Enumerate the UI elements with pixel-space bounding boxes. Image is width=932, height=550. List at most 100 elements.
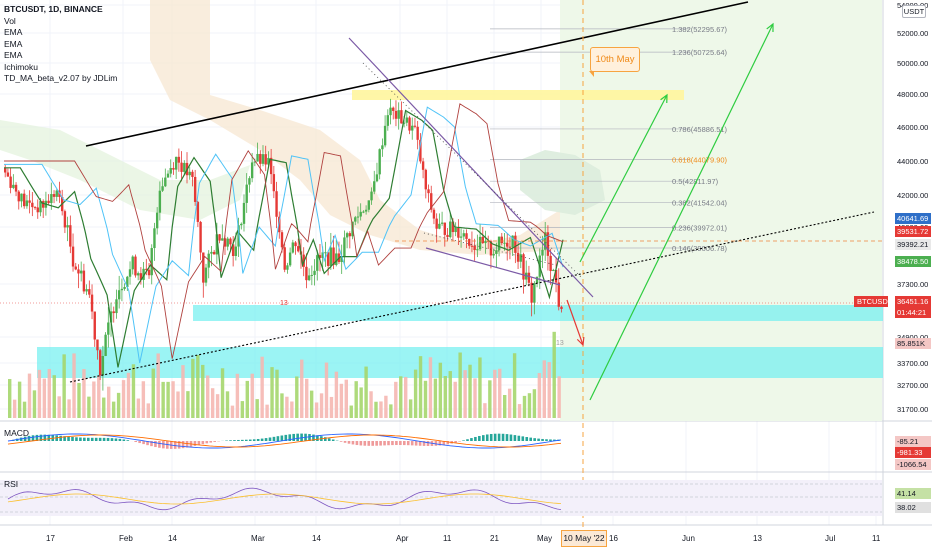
volume-bar [42, 378, 47, 418]
indicator-ema-1[interactable]: EMA [4, 27, 23, 37]
rsi-band [0, 480, 882, 516]
symbol-tag-bg [854, 296, 888, 307]
candle-body [533, 283, 536, 303]
candle-body [554, 269, 558, 283]
macd-histogram-bar [359, 441, 363, 446]
volume-bar [52, 375, 56, 418]
candle-body [223, 238, 227, 247]
volume-bar [448, 371, 452, 418]
indicator-ichimoku[interactable]: Ichimoku [4, 61, 39, 72]
volume-bar [240, 401, 245, 418]
candle-body [449, 221, 452, 238]
macd-histogram-bar [343, 441, 347, 443]
volume-bar [126, 372, 131, 418]
macd-histogram-bar [118, 438, 122, 441]
indicator-td-ma[interactable]: TD_MA_beta_v2.07 by JDLim [4, 73, 118, 83]
candle-body [316, 255, 319, 271]
candle-body [109, 311, 113, 323]
candle-body [329, 247, 333, 266]
candle-body [158, 190, 162, 213]
macd-histogram-bar [300, 433, 303, 441]
resistance-zone [352, 90, 684, 100]
macd-histogram-bar [442, 441, 446, 446]
candle-body [66, 225, 69, 228]
candle-body [212, 251, 216, 255]
volume-bar [210, 388, 215, 418]
volume-bar [275, 369, 279, 418]
price-label-value: 39531.72 [897, 227, 928, 236]
volume-bar [438, 362, 443, 418]
price-axis-tick: 31700.00 [897, 405, 928, 414]
volume-bar [537, 373, 542, 418]
macd-histogram-bar [533, 438, 536, 441]
volume-bar [32, 390, 37, 418]
currency-button[interactable]: USDT [902, 5, 926, 18]
macd-histogram-bar [138, 441, 141, 444]
macd-histogram-bar [39, 434, 43, 441]
rsi-ma-line [7, 493, 562, 505]
macd-histogram-bar [387, 441, 390, 446]
candle-body [153, 228, 156, 249]
macd-histogram-bar [79, 437, 82, 441]
macd-histogram-bar [252, 439, 256, 441]
macd-histogram-bar [193, 441, 197, 446]
macd-histogram-bar [213, 441, 216, 442]
candle-body [465, 233, 468, 239]
macd-pane-label[interactable]: MACD [4, 428, 30, 438]
price-label-value: 40641.69 [897, 214, 928, 223]
volume-bar [458, 352, 462, 418]
volume-bar [181, 365, 185, 418]
candle-body [50, 194, 53, 204]
candle-body [6, 172, 10, 177]
volume-bar [220, 368, 225, 418]
candle-body [307, 275, 311, 281]
symbol-title[interactable]: BTCUSDT, 1D, BINANCE [4, 4, 103, 14]
macd-histogram-bar [288, 434, 292, 441]
candle-body [386, 115, 390, 126]
macd-value: -1066.54 [897, 460, 927, 469]
macd-histogram-bar [35, 434, 39, 441]
rsi-pane-label[interactable]: RSI [4, 479, 19, 489]
callout-10th-may[interactable]: 10th May [590, 47, 640, 72]
macd-histogram-bar [114, 438, 118, 441]
candle-body [174, 156, 178, 170]
candle-body [530, 282, 533, 303]
indicator-ema-2[interactable]: EMA [4, 38, 23, 49]
candle-body [313, 270, 316, 275]
candle-body [478, 236, 482, 250]
candle-body [188, 171, 191, 176]
candle-body [310, 274, 314, 276]
price-label-value: 38478.50 [897, 257, 928, 266]
macd-histogram-bar [545, 439, 548, 441]
callout-tail [589, 71, 594, 77]
volume-bar [285, 396, 289, 418]
candle-body [421, 161, 425, 170]
volume-bar [369, 391, 373, 418]
volume-bar [349, 405, 353, 418]
macd-histogram-bar [110, 438, 114, 441]
macd-histogram-bar [27, 435, 31, 441]
macd-histogram-bar [478, 435, 481, 441]
indicator-vol[interactable]: Vol [4, 15, 16, 26]
candle-body [462, 233, 465, 237]
volume-bar [27, 373, 32, 418]
macd-histogram-bar [276, 436, 280, 441]
candle-body [484, 240, 487, 244]
candle-body [481, 236, 484, 244]
candle-body [17, 191, 20, 202]
candle-body [250, 162, 254, 179]
volume-bar [107, 386, 111, 418]
fib-level-label: 1.382(52295.67) [672, 25, 728, 34]
price-axis-tick: 37300.00 [897, 280, 928, 289]
macd-histogram-bar [292, 433, 295, 441]
volume-bar [512, 353, 517, 418]
channel-upper-line [348, 37, 594, 298]
indicator-ema-3[interactable]: EMA [4, 50, 23, 60]
volume-bar [87, 396, 91, 418]
macd-histogram-bar [106, 437, 110, 441]
volume-bar [319, 393, 324, 418]
volume-bar [265, 404, 269, 418]
candle-body [383, 125, 387, 146]
macd-histogram-bar [391, 441, 394, 446]
